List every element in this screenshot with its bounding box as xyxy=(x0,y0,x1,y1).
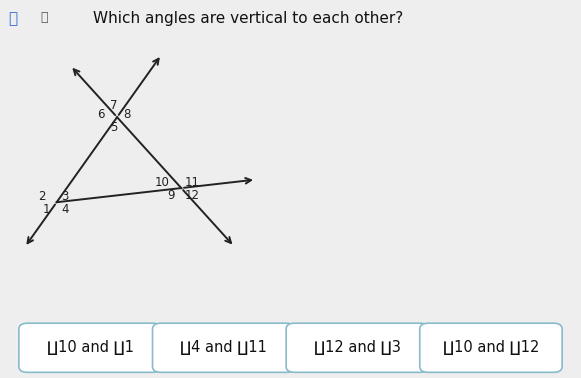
Text: 9: 9 xyxy=(167,189,174,201)
Text: ∐12 and ∐3: ∐12 and ∐3 xyxy=(314,340,401,355)
Text: 11: 11 xyxy=(184,176,199,189)
Text: Which angles are vertical to each other?: Which angles are vertical to each other? xyxy=(93,11,403,26)
Text: 6: 6 xyxy=(98,108,105,121)
Text: 12: 12 xyxy=(184,189,199,201)
Text: ∐4 and ∐11: ∐4 and ∐11 xyxy=(180,340,267,355)
Text: 8: 8 xyxy=(123,108,131,121)
Text: 🔤: 🔤 xyxy=(41,11,48,24)
Text: 10: 10 xyxy=(155,176,170,189)
Text: 4: 4 xyxy=(61,203,69,216)
Text: 1: 1 xyxy=(42,203,50,216)
Text: 🔊: 🔊 xyxy=(9,11,18,26)
Text: 3: 3 xyxy=(61,190,69,203)
Text: ∐10 and ∐1: ∐10 and ∐1 xyxy=(46,340,134,355)
Text: ∐10 and ∐12: ∐10 and ∐12 xyxy=(443,340,539,355)
Text: 5: 5 xyxy=(110,121,118,135)
Text: 2: 2 xyxy=(38,190,46,203)
Text: 7: 7 xyxy=(110,99,118,112)
